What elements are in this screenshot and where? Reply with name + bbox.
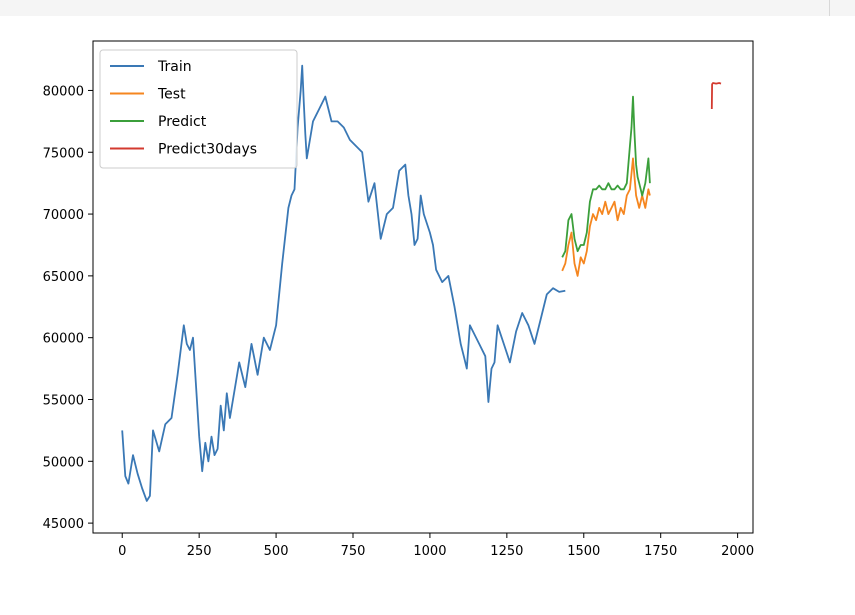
legend: Train Test Predict Predict30days — [99, 49, 298, 169]
toolbar-strip — [0, 0, 855, 16]
series-line-predict30days — [710, 82, 722, 110]
y-tick-label: 70000 — [43, 208, 84, 223]
x-tick-label: 0 — [118, 544, 126, 559]
x-tick-label: 1750 — [644, 544, 677, 559]
series-line-train — [121, 64, 566, 502]
x-tick-label: 1250 — [490, 544, 523, 559]
y-tick-label: 50000 — [43, 455, 84, 470]
series-line-test — [561, 157, 651, 277]
x-tick-label: 750 — [341, 544, 366, 559]
plot-frame — [92, 40, 754, 534]
y-tick-label: 60000 — [43, 332, 84, 347]
legend-label-predict: Predict — [158, 114, 207, 130]
x-tick-label: 1000 — [413, 544, 446, 559]
y-tick-label: 45000 — [43, 517, 84, 532]
legend-box — [99, 49, 298, 169]
legend-label-test: Test — [157, 87, 186, 103]
x-tick-label: 1500 — [567, 544, 600, 559]
legend-label-predict30days: Predict30days — [158, 142, 257, 158]
series-layer — [121, 64, 722, 502]
legend-label-train: Train — [157, 59, 192, 75]
y-axis: 45000 50000 55000 60000 65000 70000 75000 80000 — [43, 84, 93, 532]
x-tick-label: 500 — [264, 544, 289, 559]
y-tick-label: 65000 — [43, 270, 84, 285]
y-tick-label: 80000 — [43, 84, 84, 99]
x-tick-label: 2000 — [721, 544, 754, 559]
series-line-predict — [561, 95, 651, 258]
y-tick-label: 75000 — [43, 146, 84, 161]
x-axis: 0 250 500 750 1000 1250 1500 1750 2000 — [118, 533, 754, 559]
y-tick-label: 55000 — [43, 393, 84, 408]
toolbar-divider — [829, 0, 830, 16]
x-tick-label: 250 — [187, 544, 212, 559]
